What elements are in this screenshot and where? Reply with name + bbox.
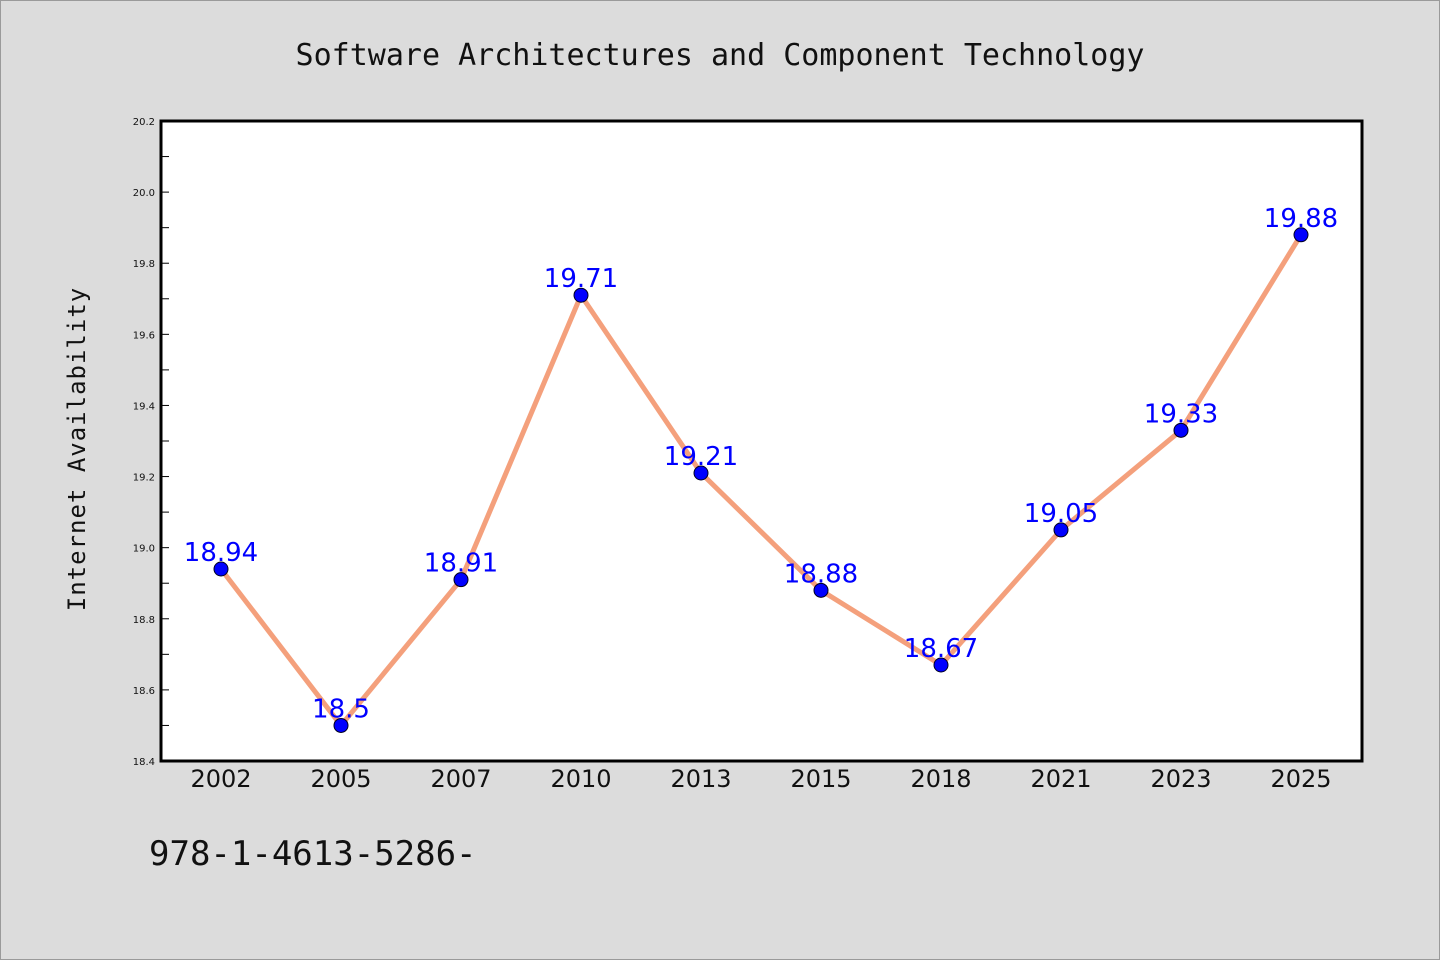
data-point [693, 465, 709, 481]
x-tick-label: 2021 [1030, 765, 1091, 793]
data-label: 19.21 [664, 442, 738, 472]
data-point [1173, 422, 1189, 438]
data-label: 19.05 [1024, 499, 1098, 529]
y-tick-label: 18.6 [133, 686, 155, 697]
data-label: 18.67 [904, 634, 978, 664]
plot-area [159, 119, 1364, 763]
data-point [1293, 227, 1309, 243]
x-tick-label: 2005 [310, 765, 371, 793]
x-tick-label: 2010 [550, 765, 611, 793]
x-tick-label: 2018 [910, 765, 971, 793]
data-point [813, 582, 829, 598]
data-label: 19.71 [544, 264, 618, 294]
data-label-group: 18.94 18.5 18.91 19.71 19.21 18.88 18.67 19.05 1… [184, 204, 1338, 725]
y-tick-label: 19.0 [133, 544, 155, 555]
y-tick-label: 19.4 [133, 401, 155, 412]
data-label: 18.88 [784, 559, 858, 589]
series-line-group [213, 227, 1309, 733]
x-tick-label: 2002 [190, 765, 251, 793]
x-tick-label: 2023 [1150, 765, 1211, 793]
y-tick-label: 18.8 [133, 615, 155, 626]
x-tick-label: 2007 [430, 765, 491, 793]
data-point [213, 561, 229, 577]
data-point [333, 717, 349, 733]
data-label: 18.91 [424, 549, 498, 579]
y-tick-label: 18.4 [133, 757, 155, 768]
data-label: 19.33 [1144, 399, 1218, 429]
y-axis-label: Internet Availability [63, 287, 91, 611]
chart-title: Software Architectures and Component Tec… [296, 38, 1145, 73]
data-label: 19.88 [1264, 204, 1338, 234]
data-label: 18.5 [312, 694, 370, 724]
x-axis: 2002 2005 2007 2010 2013 2015 2018 2021 2023 2025 [190, 765, 1331, 793]
series-line [218, 232, 1304, 728]
x-tick-label: 2013 [670, 765, 731, 793]
data-point [453, 572, 469, 588]
x-tick-label: 2025 [1270, 765, 1331, 793]
data-label: 18.94 [184, 538, 258, 568]
data-point [933, 657, 949, 673]
y-tick-label: 20.2 [133, 117, 155, 128]
y-tick-label: 19.2 [133, 473, 155, 484]
y-tick-label: 19.6 [133, 330, 155, 341]
y-axis: 18.4 18.6 18.8 19.0 19.2 19.4 19.6 19.8 20.0 20.2 [133, 117, 169, 768]
data-point [1053, 522, 1069, 538]
isbn-text: 978-1-4613-5286- [149, 834, 477, 874]
data-point [573, 287, 589, 303]
y-tick-label: 20.0 [133, 188, 155, 199]
y-tick-label: 19.8 [133, 259, 155, 270]
x-tick-label: 2015 [790, 765, 851, 793]
